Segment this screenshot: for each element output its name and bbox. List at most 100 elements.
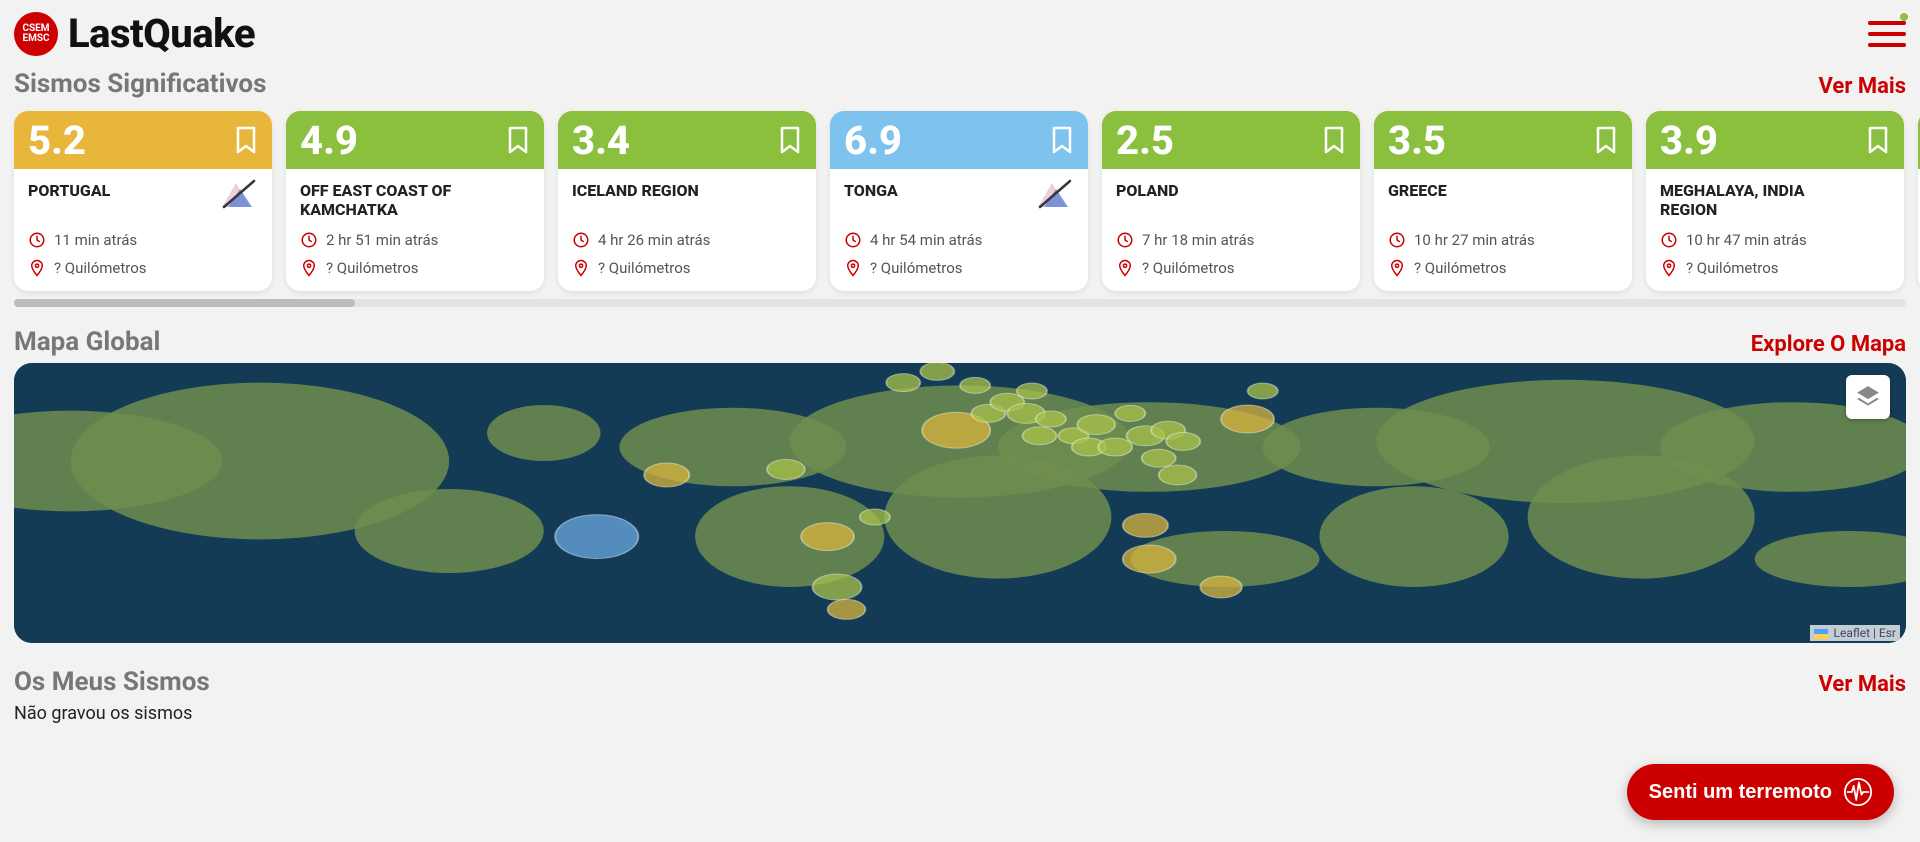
location-pin-icon bbox=[844, 259, 862, 277]
quake-time: 11 min atrás bbox=[54, 231, 137, 249]
map-quake-marker[interactable] bbox=[1077, 415, 1115, 435]
map-quake-marker[interactable] bbox=[1115, 405, 1145, 421]
see-more-link-significant[interactable]: Ver Mais bbox=[1819, 74, 1906, 99]
quake-time-row: 7 hr 18 min atrás bbox=[1116, 231, 1346, 249]
clock-icon bbox=[1116, 231, 1134, 249]
map-quake-marker[interactable] bbox=[812, 574, 861, 600]
quake-distance: ? Quilómetros bbox=[1142, 259, 1235, 277]
map-quake-marker[interactable] bbox=[1017, 383, 1047, 399]
map-quake-marker[interactable] bbox=[1036, 411, 1066, 427]
quake-cards-row[interactable]: 5.2 PORTUGAL 11 min atrás ? Quilómetros … bbox=[0, 101, 1920, 297]
card-body: OFF EAST COAST OF KAMCHATKA 2 hr 51 min … bbox=[286, 169, 544, 291]
location-pin-icon bbox=[1116, 259, 1134, 277]
cards-scrollbar-track[interactable] bbox=[14, 299, 1906, 307]
quake-card[interactable]: 6.9 TONGA 4 hr 54 min atrás ? Quilómetro… bbox=[830, 111, 1088, 291]
quake-location: POLAND bbox=[1116, 181, 1346, 221]
magnitude-value: 3.9 bbox=[1660, 117, 1718, 164]
cards-scrollbar-thumb[interactable] bbox=[14, 299, 355, 307]
quake-time: 2 hr 51 min atrás bbox=[326, 231, 438, 249]
quake-time: 4 hr 54 min atrás bbox=[870, 231, 982, 249]
map-quake-marker[interactable] bbox=[1098, 438, 1132, 456]
map-canvas[interactable] bbox=[14, 363, 1906, 643]
logo-text-top: CSEM bbox=[22, 24, 49, 34]
app-header: CSEM EMSC LastQuake bbox=[0, 0, 1920, 63]
quake-distance-row: ? Quilómetros bbox=[844, 259, 1074, 277]
card-header: 3.4 bbox=[558, 111, 816, 169]
global-map[interactable]: Leaflet | Esr bbox=[14, 363, 1906, 643]
card-body: TONGA 4 hr 54 min atrás ? Quilómetros bbox=[830, 169, 1088, 291]
magnitude-value: 3.5 bbox=[1388, 117, 1446, 164]
no-tsunami-icon bbox=[1034, 175, 1078, 211]
map-attr-provider: Esr bbox=[1879, 626, 1896, 640]
map-quake-marker[interactable] bbox=[555, 515, 638, 559]
quake-card[interactable]: 5.2 PORTUGAL 11 min atrás ? Quilómetros bbox=[14, 111, 272, 291]
map-attr-leaflet: Leaflet bbox=[1834, 626, 1870, 640]
map-quake-marker[interactable] bbox=[860, 509, 890, 525]
quake-time-row: 2 hr 51 min atrás bbox=[300, 231, 530, 249]
map-quake-marker[interactable] bbox=[1200, 576, 1242, 598]
map-quake-marker[interactable] bbox=[828, 599, 866, 619]
location-pin-icon bbox=[300, 259, 318, 277]
logo-text-bottom: EMSC bbox=[22, 34, 49, 44]
map-quake-marker[interactable] bbox=[1123, 545, 1176, 573]
card-body: PORTUGAL 11 min atrás ? Quilómetros bbox=[14, 169, 272, 291]
clock-icon bbox=[28, 231, 46, 249]
explore-map-link[interactable]: Explore O Mapa bbox=[1751, 332, 1906, 357]
quake-time-row: 4 hr 26 min atrás bbox=[572, 231, 802, 249]
quake-distance: ? Quilómetros bbox=[598, 259, 691, 277]
bookmark-icon[interactable] bbox=[1322, 126, 1346, 154]
quake-card[interactable]: 3.4 ICELAND REGION 4 hr 26 min atrás ? Q… bbox=[558, 111, 816, 291]
quake-distance: ? Quilómetros bbox=[870, 259, 963, 277]
magnitude-value: 4.9 bbox=[300, 117, 358, 164]
map-quake-marker[interactable] bbox=[1248, 383, 1278, 399]
map-quake-marker[interactable] bbox=[644, 463, 689, 487]
quake-card[interactable]: 2.5 POLAND 7 hr 18 min atrás ? Quilómetr… bbox=[1102, 111, 1360, 291]
card-header: 2.5 bbox=[1102, 111, 1360, 169]
quake-location: MEGHALAYA, INDIA REGION bbox=[1660, 181, 1890, 221]
map-quake-marker[interactable] bbox=[801, 523, 854, 551]
map-quake-marker[interactable] bbox=[886, 374, 920, 392]
quake-card[interactable]: 4.9 OFF EAST COAST OF KAMCHATKA 2 hr 51 … bbox=[286, 111, 544, 291]
quake-distance-row: ? Quilómetros bbox=[1116, 259, 1346, 277]
bookmark-icon[interactable] bbox=[1866, 126, 1890, 154]
clock-icon bbox=[844, 231, 862, 249]
bookmark-icon[interactable] bbox=[778, 126, 802, 154]
clock-icon bbox=[572, 231, 590, 249]
logo-badge: CSEM EMSC bbox=[14, 12, 58, 56]
quake-card[interactable]: 3.5 GREECE 10 hr 27 min atrás ? Quilómet… bbox=[1374, 111, 1632, 291]
map-quake-marker[interactable] bbox=[1022, 427, 1056, 445]
map-quake-marker[interactable] bbox=[767, 459, 805, 479]
location-pin-icon bbox=[1660, 259, 1678, 277]
map-quake-marker[interactable] bbox=[1142, 449, 1176, 467]
quake-location: GREECE bbox=[1388, 181, 1618, 221]
card-body: GREECE 10 hr 27 min atrás ? Quilómetros bbox=[1374, 169, 1632, 291]
menu-button[interactable] bbox=[1868, 19, 1906, 49]
bookmark-icon[interactable] bbox=[234, 126, 258, 154]
card-body: MEGHALAYA, INDIA REGION 10 hr 47 min atr… bbox=[1646, 169, 1904, 291]
felt-button-label: Senti um terremoto bbox=[1649, 781, 1832, 804]
map-quake-marker[interactable] bbox=[1159, 465, 1197, 485]
bookmark-icon[interactable] bbox=[1594, 126, 1618, 154]
quake-time-row: 11 min atrás bbox=[28, 231, 258, 249]
see-more-link-mine[interactable]: Ver Mais bbox=[1819, 672, 1906, 697]
flag-icon bbox=[1814, 629, 1828, 639]
clock-icon bbox=[300, 231, 318, 249]
map-quake-marker[interactable] bbox=[1166, 432, 1200, 450]
felt-earthquake-button[interactable]: Senti um terremoto bbox=[1627, 764, 1894, 820]
map-layers-button[interactable] bbox=[1846, 375, 1890, 419]
clock-icon bbox=[1388, 231, 1406, 249]
brand: CSEM EMSC LastQuake bbox=[14, 10, 255, 57]
app-title: LastQuake bbox=[68, 10, 255, 57]
magnitude-value: 6.9 bbox=[844, 117, 902, 164]
bookmark-icon[interactable] bbox=[506, 126, 530, 154]
map-quake-marker[interactable] bbox=[1221, 405, 1274, 433]
section-header-map: Mapa Global Explore O Mapa bbox=[0, 321, 1920, 359]
quake-card[interactable]: 3.9 MEGHALAYA, INDIA REGION 10 hr 47 min… bbox=[1646, 111, 1904, 291]
magnitude-value: 5.2 bbox=[28, 117, 86, 164]
map-quake-marker[interactable] bbox=[1123, 513, 1168, 537]
map-attribution: Leaflet | Esr bbox=[1810, 625, 1900, 641]
map-quake-marker[interactable] bbox=[960, 377, 990, 393]
section-title-map: Mapa Global bbox=[14, 327, 160, 357]
map-quake-marker[interactable] bbox=[920, 363, 954, 380]
bookmark-icon[interactable] bbox=[1050, 126, 1074, 154]
